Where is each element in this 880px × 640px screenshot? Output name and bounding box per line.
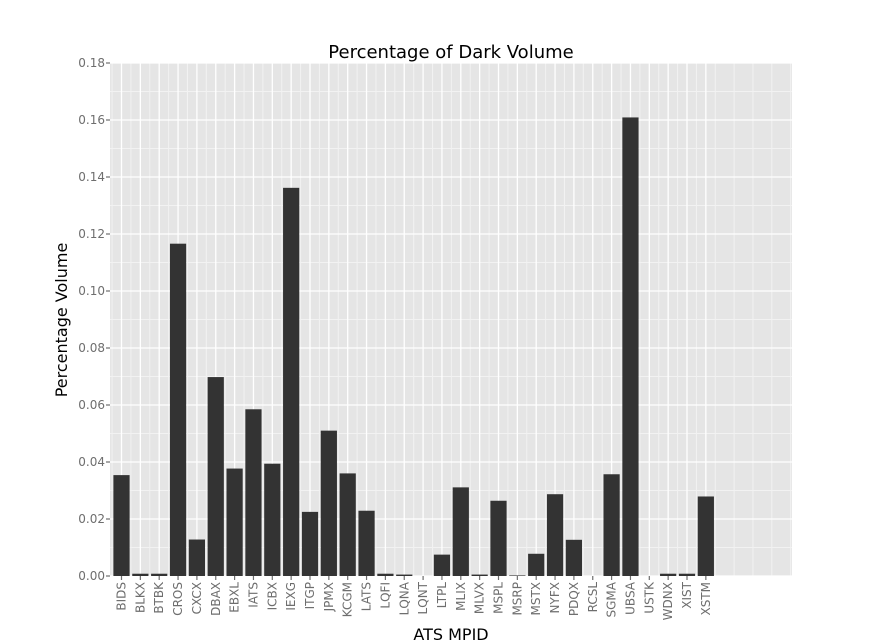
y-tick-label: 0.14 [78,170,105,184]
bar-cxcx [188,539,205,576]
x-tick-label: LQNA [397,581,411,615]
y-tick-label: 0.08 [78,341,105,355]
bar-blkx [132,573,149,576]
bar-pdqx [565,539,582,576]
bar-wdnx [660,573,677,576]
x-tick-label: LATS [360,582,374,611]
y-tick-label: 0.06 [78,398,105,412]
bar-dbax [207,377,224,576]
x-tick-label: LTPL [435,582,449,609]
bar-nyfx [546,494,564,576]
x-tick-label: CXCX [190,582,204,614]
x-tick-label: KCGM [341,582,355,617]
x-tick-label: WDNX [661,582,675,620]
bar-ebxl [226,468,243,576]
bars [113,117,714,576]
y-axis: 0.00 0.02 0.04 0.06 0.08 0.10 0.12 0.14 0.16 0.18 [78,56,110,583]
x-tick-label: IEXG [284,582,298,611]
x-tick-label: NYFX [548,582,562,613]
x-tick-label: MLIX [454,582,468,611]
y-tick-label: 0.10 [78,284,105,298]
bar-ubsa [622,117,639,576]
bar-bids [113,475,130,576]
x-tick-label: BLKX [133,582,147,613]
x-tick-label: ITGP [303,582,317,609]
bar-kcgm [339,473,356,576]
x-tick-label: USTK [642,581,656,614]
x-tick-label: MSTX [529,582,543,616]
x-axis: BIDS BLKX BTBK CROS CXCX DBAX EBXL IATS ICBX IEXG… [115,576,713,620]
y-tick-label: 0.18 [78,56,105,70]
x-tick-label: DBAX [209,582,223,616]
bar-xstm [697,496,714,576]
y-tick-label: 0.00 [78,569,105,583]
bar-xist [678,573,696,576]
bar-iats [245,409,262,576]
bar-lqfi [377,573,394,576]
x-tick-label: ICBX [265,582,279,610]
x-tick-label: MLVX [473,582,487,614]
x-tick-label: BIDS [115,582,129,611]
x-tick-label: XSTM [699,582,713,616]
bar-icbx [264,463,281,576]
x-tick-label: IATS [246,582,260,608]
y-tick-label: 0.02 [78,512,105,526]
y-tick-label: 0.16 [78,113,105,127]
x-tick-label: LQNT [416,581,430,614]
bar-mlix [452,487,469,576]
x-tick-label: SGMA [605,581,619,617]
bar-lats [358,510,375,576]
x-tick-label: JPMX [322,582,336,612]
y-tick-label: 0.04 [78,455,105,469]
bar-msrp [509,575,526,576]
bar-mspl [490,500,507,576]
x-tick-label: UBSA [623,581,637,615]
y-axis-title: Percentage Volume [52,243,71,398]
x-tick-label: MSRP [510,582,524,616]
bar-lqna [396,574,413,576]
x-tick-label: LQFI [378,582,392,609]
x-tick-label: CROS [171,582,185,616]
x-tick-label: MSPL [492,582,506,614]
bar-jpmx [320,430,337,576]
bar-cros [169,243,187,576]
y-tick-label: 0.12 [78,227,105,241]
x-axis-title: ATS MPID [413,625,488,640]
bar-iexg [283,187,300,576]
chart-title: Percentage of Dark Volume [328,42,573,63]
bar-mstx [528,553,545,576]
x-tick-label: PDQX [567,582,581,616]
x-tick-label: EBXL [228,582,242,613]
bar-btbk [151,573,168,576]
x-tick-label: XIST [680,581,694,608]
bar-itgp [301,511,319,576]
bar-sgma [603,474,620,576]
bar-mlvx [471,574,488,576]
x-tick-label: RCSL [586,582,600,613]
x-tick-label: BTBK [152,581,166,614]
bar-ltpl [433,554,451,576]
